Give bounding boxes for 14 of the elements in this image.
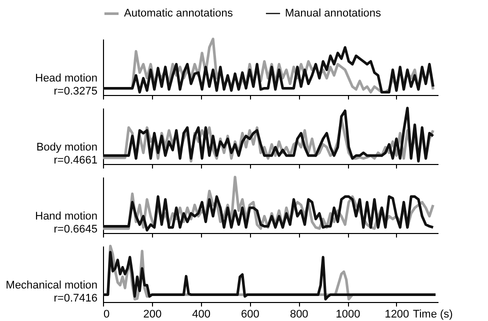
x-tick-label: 1200 [384, 308, 410, 320]
y-axis-title: Hand motion r=0.6645 [35, 210, 98, 236]
legend-label: Manual annotations [285, 8, 382, 20]
y-axis-title: Head motion r=0.3275 [35, 72, 98, 98]
x-axis-title: Time (s) [412, 308, 453, 320]
x-tick-label: 600 [241, 308, 260, 320]
x-tick-label: 800 [290, 308, 308, 320]
y-axis-title: Mechanical motion r=0.7416 [6, 280, 98, 304]
legend-label: Automatic annotations [124, 8, 234, 20]
x-tick-label: 1000 [336, 308, 360, 320]
x-tick-label: 200 [143, 308, 162, 320]
x-tick-label: 400 [192, 308, 210, 320]
x-tick-label: 0 [104, 308, 110, 320]
y-axis-title: Body motion r=0.4661 [36, 142, 98, 166]
